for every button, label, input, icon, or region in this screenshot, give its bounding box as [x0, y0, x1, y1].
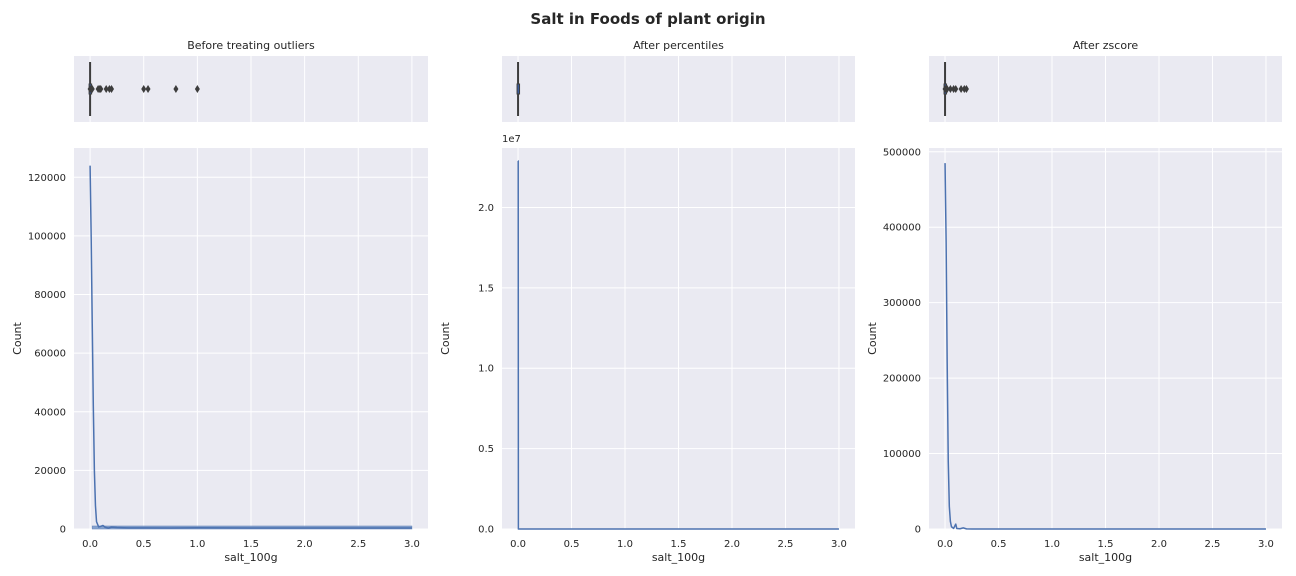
y-axis-label: Count: [439, 321, 452, 354]
x-tick-label: 1.0: [1044, 539, 1060, 550]
outlier-point: [944, 85, 950, 93]
x-tick-label: 1.0: [617, 539, 633, 550]
x-tick-label: 0.0: [510, 539, 526, 550]
x-axis-label: salt_100g: [652, 551, 705, 564]
outlier-point: [103, 85, 109, 93]
outlier-point: [109, 85, 115, 93]
y-axis-label: Count: [866, 321, 879, 354]
x-tick-label: 2.0: [297, 539, 313, 550]
panel-2: After percentiles 0.0 0.5 1.0 1.5 2.0 2.5 3.0 0.…: [439, 39, 855, 564]
y-tick-label: 20000: [34, 466, 66, 477]
y-tick-label: 0.0: [478, 525, 494, 536]
x-tick-label: 0.0: [82, 539, 98, 550]
kde-line: [944, 163, 1266, 530]
x-tick-label: 1.5: [1098, 539, 1114, 550]
y-tick-label: 500000: [883, 147, 921, 158]
y-tick-label: 80000: [34, 290, 66, 301]
outlier-point: [963, 85, 969, 93]
x-axis-label: salt_100g: [1079, 551, 1132, 564]
outlier-point: [953, 85, 959, 93]
y-tick-label: 2.0: [478, 203, 494, 214]
x-tick-label: 1.0: [189, 539, 205, 550]
x-tick-label: 0.0: [937, 539, 953, 550]
x-tick-label: 3.0: [404, 539, 420, 550]
figure-title: Salt in Foods of plant origin: [530, 10, 765, 28]
x-tick-label: 2.0: [724, 539, 740, 550]
x-tick-label: 2.5: [778, 539, 794, 550]
y-tick-label: 100000: [28, 231, 66, 242]
y-tick-label: 200000: [883, 374, 921, 385]
x-tick-label: 0.5: [564, 539, 580, 550]
y-tick-label: 1.5: [478, 283, 494, 294]
panel-3: After zscore 0.0 0.5 1.0 1.5 2.0 2.5 3.0 0 100000…: [866, 39, 1282, 564]
x-tick-label: 3.0: [1258, 539, 1274, 550]
y-tick-label: 0: [60, 525, 66, 536]
box-iqr: [516, 83, 521, 95]
kde-line: [89, 165, 412, 529]
panel-1: Before treating outliers 0.0 0.5 1.0 1.5 2.0 2…: [11, 39, 428, 564]
y-tick-label: 300000: [883, 298, 921, 309]
outlier-point: [98, 85, 104, 93]
x-tick-label: 0.5: [991, 539, 1007, 550]
panel-title: Before treating outliers: [187, 39, 315, 52]
x-tick-label: 2.0: [1151, 539, 1167, 550]
y-axis-label: Count: [11, 321, 24, 354]
outlier-point: [958, 85, 964, 93]
y-tick-label: 120000: [28, 173, 66, 184]
x-tick-label: 0.5: [136, 539, 152, 550]
y-offset-text: 1e7: [502, 134, 521, 145]
y-tick-label: 0.5: [478, 444, 494, 455]
outlier-point: [947, 85, 953, 93]
x-tick-label: 1.5: [243, 539, 259, 550]
outlier-point: [173, 85, 179, 93]
x-axis-label: salt_100g: [224, 551, 277, 564]
panel-title: After zscore: [1073, 39, 1138, 52]
y-tick-label: 400000: [883, 223, 921, 234]
y-tick-label: 1.0: [478, 364, 494, 375]
y-tick-label: 100000: [883, 449, 921, 460]
kde-line: [517, 160, 839, 530]
x-tick-label: 2.5: [350, 539, 366, 550]
panel-title: After percentiles: [633, 39, 724, 52]
outlier-point: [145, 85, 151, 93]
x-tick-label: 3.0: [831, 539, 847, 550]
outlier-point: [141, 85, 147, 93]
x-tick-label: 1.5: [671, 539, 687, 550]
y-tick-label: 0: [915, 525, 921, 536]
x-tick-label: 2.5: [1205, 539, 1221, 550]
y-tick-label: 60000: [34, 349, 66, 360]
y-tick-label: 40000: [34, 407, 66, 418]
outlier-point: [194, 85, 200, 93]
outlier-point: [89, 85, 95, 93]
